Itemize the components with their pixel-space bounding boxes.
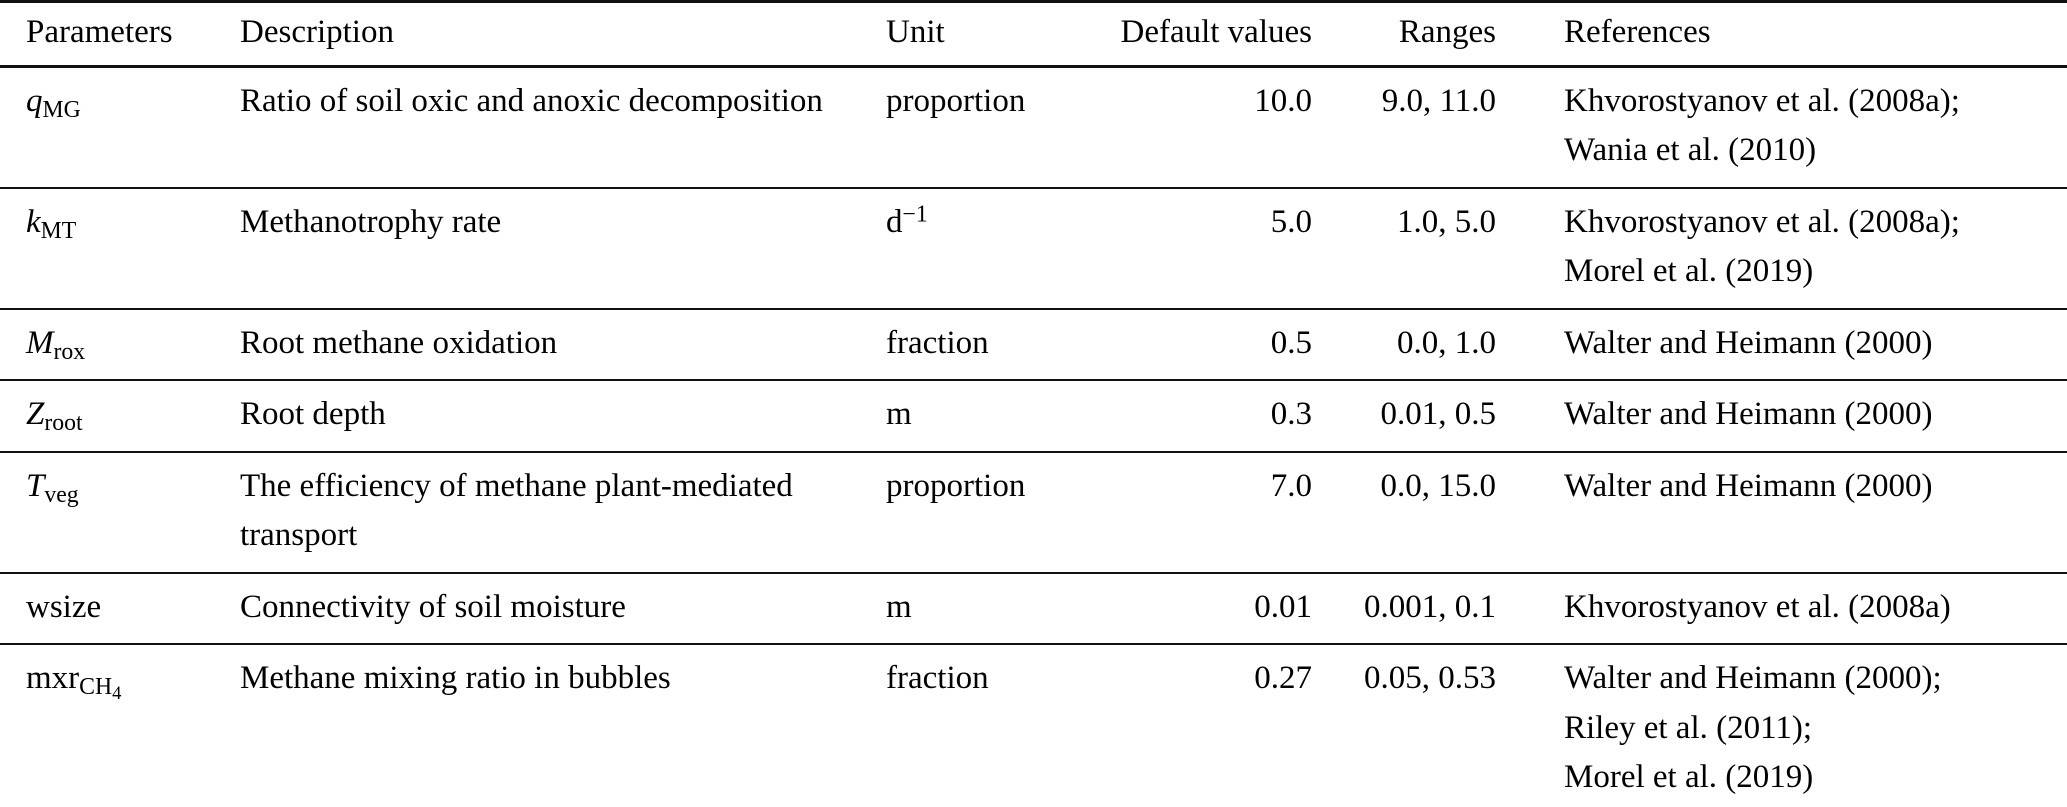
range-cell: 1.0, 5.0 (1397, 203, 1496, 240)
param-cell: qMG (0, 66, 214, 188)
header-references: References (1564, 14, 1711, 50)
references-cell: Khvorostyanov et al. (2008a); Wania et al… (1496, 66, 2067, 188)
param-base: wsize (26, 588, 102, 625)
range-cell: 0.05, 0.53 (1364, 660, 1496, 696)
param-cell: wsize (0, 573, 214, 645)
description-cell: Root depth (240, 396, 386, 432)
unit-cell: fraction (886, 324, 989, 361)
range-cell: 0.0, 1.0 (1397, 324, 1496, 361)
param-base: Z (26, 396, 45, 432)
default-value-cell: 5.0 (1270, 203, 1312, 240)
reference-line: Morel et al. (2019) (1564, 759, 1814, 795)
param-subscript: MG (42, 96, 81, 123)
table-body: qMG Ratio of soil oxic and anoxic decomp… (0, 66, 2067, 807)
unit-cell: proportion (886, 467, 1026, 504)
unit-cell: m (886, 588, 912, 625)
unit-superscript: −1 (902, 200, 928, 227)
param-subscript: veg (44, 481, 79, 508)
reference-line: Morel et al. (2019) (1564, 253, 1814, 289)
param-subscript: root (44, 409, 83, 436)
reference-line: Walter and Heimann (2000) (1564, 467, 1933, 504)
param-subscript: CH4 (79, 673, 122, 705)
param-base: k (26, 203, 41, 240)
unit-cell: proportion (886, 82, 1026, 119)
param-subsubscript: 4 (112, 683, 122, 705)
param-cell: Tveg (0, 452, 214, 573)
param-cell: mxrCH4 (0, 644, 214, 807)
default-value-cell: 0.3 (1270, 396, 1312, 432)
reference-line: Walter and Heimann (2000) (1564, 324, 1933, 361)
default-value-cell: 0.5 (1270, 324, 1312, 361)
param-base: q (26, 82, 43, 119)
references-cell: Khvorostyanov et al. (2008a) (1496, 573, 2067, 645)
param-subscript: rox (53, 338, 86, 365)
header-parameters: Parameters (26, 14, 173, 50)
range-cell: 9.0, 11.0 (1381, 82, 1496, 119)
param-base: mxr (26, 660, 80, 696)
header-description: Description (240, 14, 394, 50)
description-cell: Root methane oxidation (240, 324, 558, 361)
table-row: Zroot Root depth m 0.3 0.01, 0.5 Walter … (0, 380, 2067, 452)
table-row: Tveg The efficiency of methane plant-med… (0, 452, 2067, 573)
range-cell: 0.001, 0.1 (1364, 588, 1496, 625)
param-cell: Zroot (0, 380, 214, 452)
reference-line: Walter and Heimann (2000) (1564, 396, 1933, 432)
default-value-cell: 0.27 (1254, 660, 1312, 696)
param-cell: Mrox (0, 309, 214, 381)
unit-cell: m (886, 396, 912, 432)
param-subscript: MT (40, 217, 77, 244)
param-base: T (26, 467, 45, 504)
description-cell: Methanotrophy rate (240, 203, 502, 240)
reference-line: Riley et al. (2011); (1564, 709, 1813, 746)
description-cell: Connectivity of soil moisture (240, 588, 626, 625)
table-row: qMG Ratio of soil oxic and anoxic decomp… (0, 66, 2067, 188)
reference-line: Khvorostyanov et al. (2008a); (1564, 203, 1960, 240)
table-row: mxrCH4 Methane mixing ratio in bubbles f… (0, 644, 2067, 807)
table-row: Mrox Root methane oxidation fraction 0.5… (0, 309, 2067, 381)
unit-cell: d−1 (886, 200, 928, 240)
reference-line: Walter and Heimann (2000); (1564, 660, 1942, 696)
header-default-values: Default values (1120, 14, 1312, 50)
range-cell: 0.01, 0.5 (1380, 396, 1497, 432)
param-cell: kMT (0, 188, 214, 309)
table-header: Parameters Description Unit Default valu… (0, 1, 2067, 66)
description-cell: Methane mixing ratio in bubbles (240, 660, 671, 696)
reference-line: Wania et al. (2010) (1564, 132, 1817, 168)
default-value-cell: 10.0 (1254, 82, 1312, 119)
description-cell: The efficiency of methane plant-mediated… (240, 467, 793, 554)
header-unit: Unit (886, 14, 945, 50)
header-ranges: Ranges (1398, 14, 1496, 50)
references-cell: Walter and Heimann (2000) (1496, 380, 2067, 452)
references-cell: Walter and Heimann (2000) (1496, 452, 2067, 573)
param-base: M (26, 324, 54, 361)
default-value-cell: 7.0 (1270, 467, 1312, 504)
references-cell: Khvorostyanov et al. (2008a); Morel et al… (1496, 188, 2067, 309)
references-cell: Walter and Heimann (2000); Riley et al. (… (1496, 644, 2067, 807)
reference-line: Khvorostyanov et al. (2008a); (1564, 82, 1960, 119)
table-row: wsize Connectivity of soil moisture m 0.… (0, 573, 2067, 645)
header-row: Parameters Description Unit Default valu… (0, 1, 2067, 66)
table-row: kMT Methanotrophy rate d−1 5.0 1.0, 5.0 … (0, 188, 2067, 309)
range-cell: 0.0, 15.0 (1380, 467, 1497, 504)
references-cell: Walter and Heimann (2000) (1496, 309, 2067, 381)
description-cell: Ratio of soil oxic and anoxic decomposit… (240, 82, 823, 119)
reference-line: Khvorostyanov et al. (2008a) (1564, 588, 1951, 625)
default-value-cell: 0.01 (1254, 588, 1312, 625)
unit-cell: fraction (886, 660, 989, 696)
